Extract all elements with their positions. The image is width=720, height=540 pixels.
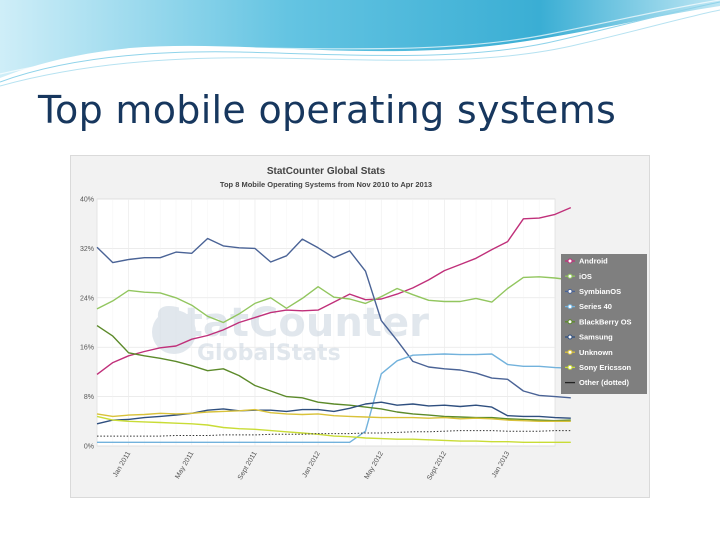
x-tick-label: Sept 2012 [426, 450, 448, 481]
decorative-wave-banner [0, 0, 720, 87]
legend-label: Android [579, 257, 608, 266]
series-line-ios [96, 276, 571, 324]
legend-label: Sony Ericsson [579, 363, 632, 372]
legend-label: BlackBerry OS [579, 317, 632, 326]
x-tick-label: Jan 2011 [112, 450, 132, 478]
legend-marker [567, 364, 573, 370]
legend-label: Other (dotted) [579, 378, 629, 387]
x-tick-label: Jan 2013 [491, 450, 512, 479]
legend-marker [567, 319, 573, 325]
legend-box [561, 254, 647, 394]
line-chart: StatCounter Global Stats Top 8 Mobile Op… [80, 166, 647, 482]
legend-marker [567, 273, 573, 279]
y-tick-label: 0% [84, 444, 94, 451]
chart-title: StatCounter Global Stats [267, 166, 386, 177]
legend-label: Samsung [579, 333, 613, 342]
series-line-samsung [96, 401, 571, 425]
x-tick-label: Jan 2012 [301, 450, 322, 479]
series-line-series-40 [97, 353, 571, 443]
legend-marker [567, 334, 573, 340]
series-line-sony-ericsson [96, 415, 571, 443]
legend-marker [567, 288, 573, 294]
watermark-line1: StatCounter [155, 300, 429, 346]
series-lines [96, 206, 572, 443]
slide-title: Top mobile operating systems [38, 88, 617, 132]
globe-icon [152, 310, 196, 354]
series-line-android [96, 206, 572, 375]
y-tick-label: 8% [84, 394, 94, 401]
x-tick-label: May 2011 [174, 450, 195, 480]
legend-label: SymbianOS [579, 287, 621, 296]
x-tick-label: May 2012 [364, 450, 385, 480]
legend-marker [567, 258, 573, 264]
legend-marker [567, 349, 573, 355]
y-tick-label: 40% [80, 197, 94, 204]
y-tick-label: 32% [80, 246, 94, 253]
chart-subtitle: Top 8 Mobile Operating Systems from Nov … [220, 180, 432, 189]
legend-label: iOS [579, 272, 592, 281]
chart-panel: StatCounter Global Stats Top 8 Mobile Op… [70, 155, 650, 498]
y-tick-label: 24% [80, 295, 94, 302]
legend-label: Series 40 [579, 302, 612, 311]
series-line-blackberry-os [96, 325, 571, 422]
x-tick-label: Sept 2011 [237, 450, 259, 481]
series-line-unknown [96, 408, 571, 422]
legend: Android iOS SymbianOS Series 40 BlackBerry O… [565, 257, 632, 387]
legend-label: Unknown [579, 348, 613, 357]
legend-marker [567, 304, 573, 310]
series-line-symbianos [96, 237, 571, 399]
watermark-line2: GlobalStats [197, 341, 341, 366]
y-tick-label: 16% [80, 345, 94, 352]
